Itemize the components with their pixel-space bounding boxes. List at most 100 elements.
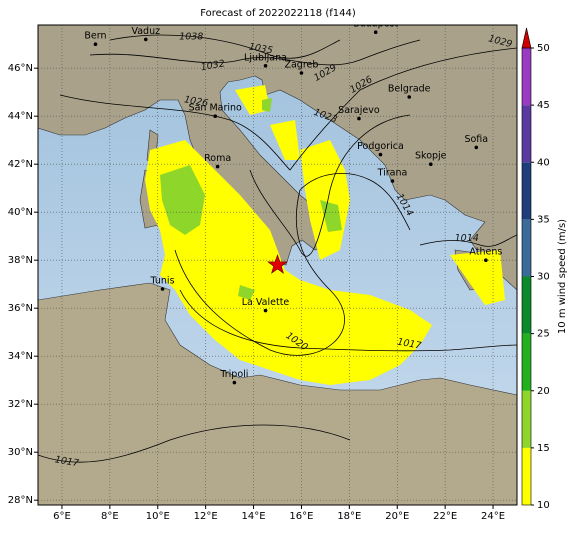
city-label: Tirana bbox=[377, 168, 408, 179]
x-tick-label: 8°E bbox=[101, 511, 119, 522]
isobar-label: 1038 bbox=[179, 32, 203, 43]
colorbar-segment bbox=[522, 105, 531, 163]
colorbar-segment bbox=[522, 447, 531, 505]
colorbar-tick-label: 15 bbox=[537, 443, 550, 454]
city-dot bbox=[143, 37, 148, 42]
isobar bbox=[38, 424, 351, 463]
city-label: San Marino bbox=[189, 103, 242, 114]
x-tick-label: 12°E bbox=[194, 511, 218, 522]
city-label: Ljubljana bbox=[244, 52, 287, 63]
y-tick-label: 46°N bbox=[8, 63, 33, 74]
y-tick-label: 32°N bbox=[8, 399, 33, 410]
isobar bbox=[179, 289, 517, 352]
frame bbox=[37, 24, 518, 506]
city-label: Bern bbox=[84, 31, 106, 42]
isobar bbox=[174, 173, 411, 356]
city-dot bbox=[232, 380, 237, 385]
y-tick-label: 40°N bbox=[8, 207, 33, 218]
colorbar-segment bbox=[522, 333, 531, 391]
city-label: Podgorica bbox=[357, 141, 404, 152]
city-dot bbox=[428, 162, 433, 166]
isobar-label: 1026 bbox=[183, 94, 209, 109]
city-dot bbox=[373, 30, 378, 34]
colorbar-segment bbox=[522, 276, 531, 334]
y-tick-label: 44°N bbox=[8, 111, 33, 122]
x-tick-label: 16°E bbox=[289, 511, 313, 522]
city-dot bbox=[213, 114, 218, 118]
isobar-label: 1017 bbox=[396, 337, 422, 352]
isobar bbox=[59, 47, 517, 171]
location-marker bbox=[267, 254, 288, 274]
y-tick-label: 36°N bbox=[8, 303, 33, 314]
isobar-label: 1017 bbox=[54, 454, 80, 469]
city-dot bbox=[160, 287, 165, 291]
colorbar-tick-label: 20 bbox=[537, 386, 550, 397]
city-label: Zagreb bbox=[284, 60, 318, 71]
city-label: Skopje bbox=[415, 151, 447, 162]
city-label: Sarajevo bbox=[338, 105, 380, 116]
city-dot bbox=[299, 71, 304, 75]
y-tick-label: 28°N bbox=[8, 495, 33, 506]
y-tick-label: 30°N bbox=[8, 447, 33, 458]
graticule bbox=[38, 25, 517, 505]
isobar bbox=[109, 34, 341, 59]
x-tick-label: 14°E bbox=[242, 511, 266, 522]
wind-area-strong bbox=[160, 98, 342, 300]
city-dot bbox=[263, 308, 268, 313]
colorbar-tick-label: 35 bbox=[537, 214, 550, 225]
axes: 6°E 8°E 10°E 12°E 14°E 16°E 18°E 20°E 22°E 24°E 28… bbox=[8, 63, 505, 522]
colorbar-segment bbox=[522, 162, 531, 220]
city-label: Tunis bbox=[150, 276, 175, 287]
isobars bbox=[38, 34, 517, 463]
isobar bbox=[89, 39, 421, 66]
colorbar-segment bbox=[522, 390, 531, 448]
x-tick-label: 22°E bbox=[433, 511, 457, 522]
city-dot bbox=[474, 145, 479, 150]
colorbar-tick-label: 25 bbox=[537, 329, 550, 340]
colorbar: 10 15 20 25 30 35 40 45 50 10 m wind speed (m/s) bbox=[521, 27, 568, 511]
city-dot bbox=[263, 64, 268, 68]
isobar-label: 1032 bbox=[200, 58, 226, 73]
wind-area bbox=[145, 140, 432, 385]
colorbar-segment bbox=[522, 219, 531, 277]
x-tick-label: 10°E bbox=[146, 511, 170, 522]
city-label: Belgrade bbox=[388, 84, 431, 95]
y-tick-label: 38°N bbox=[8, 255, 33, 266]
city-label: Roma bbox=[204, 153, 231, 164]
colorbar-tick-label: 10 bbox=[537, 500, 550, 511]
isobar bbox=[249, 114, 411, 257]
title: Forecast of 2022022118 (f144) bbox=[200, 8, 356, 19]
isobar bbox=[419, 234, 517, 247]
isobar-label: 1035 bbox=[248, 41, 274, 56]
city-dot bbox=[484, 258, 488, 263]
colorbar-segment bbox=[522, 48, 531, 106]
colorbar-tick-label: 40 bbox=[537, 157, 550, 168]
colorbar-tick-label: 50 bbox=[537, 43, 550, 54]
x-tick-label: 18°E bbox=[337, 511, 361, 522]
city-dot bbox=[407, 95, 412, 99]
colorbar-tick-label: 45 bbox=[537, 100, 550, 111]
city-dot bbox=[357, 116, 361, 121]
colorbar-label: 10 m wind speed (m/s) bbox=[557, 219, 568, 334]
city-label: Budapest bbox=[353, 19, 398, 30]
city-label: Tripoli bbox=[219, 369, 248, 380]
x-tick-label: 6°E bbox=[53, 511, 71, 522]
y-tick-label: 42°N bbox=[8, 159, 33, 170]
land-africa bbox=[38, 282, 517, 505]
isobar-label: 1014 bbox=[455, 233, 479, 244]
x-tick-label: 20°E bbox=[385, 511, 409, 522]
city-dot bbox=[215, 164, 220, 169]
colorbar-extend bbox=[521, 27, 532, 49]
city-dot bbox=[93, 42, 98, 46]
colorbar-tick-label: 30 bbox=[537, 272, 550, 283]
city-dot bbox=[378, 152, 383, 157]
y-tick-label: 34°N bbox=[8, 351, 33, 362]
city-dot bbox=[390, 179, 395, 183]
x-tick-label: 24°E bbox=[481, 511, 505, 522]
city-label: La Valette bbox=[242, 297, 290, 308]
city-label: Vaduz bbox=[131, 26, 160, 37]
city-label: Sofia bbox=[464, 134, 488, 145]
city-label: Athens bbox=[469, 247, 502, 258]
